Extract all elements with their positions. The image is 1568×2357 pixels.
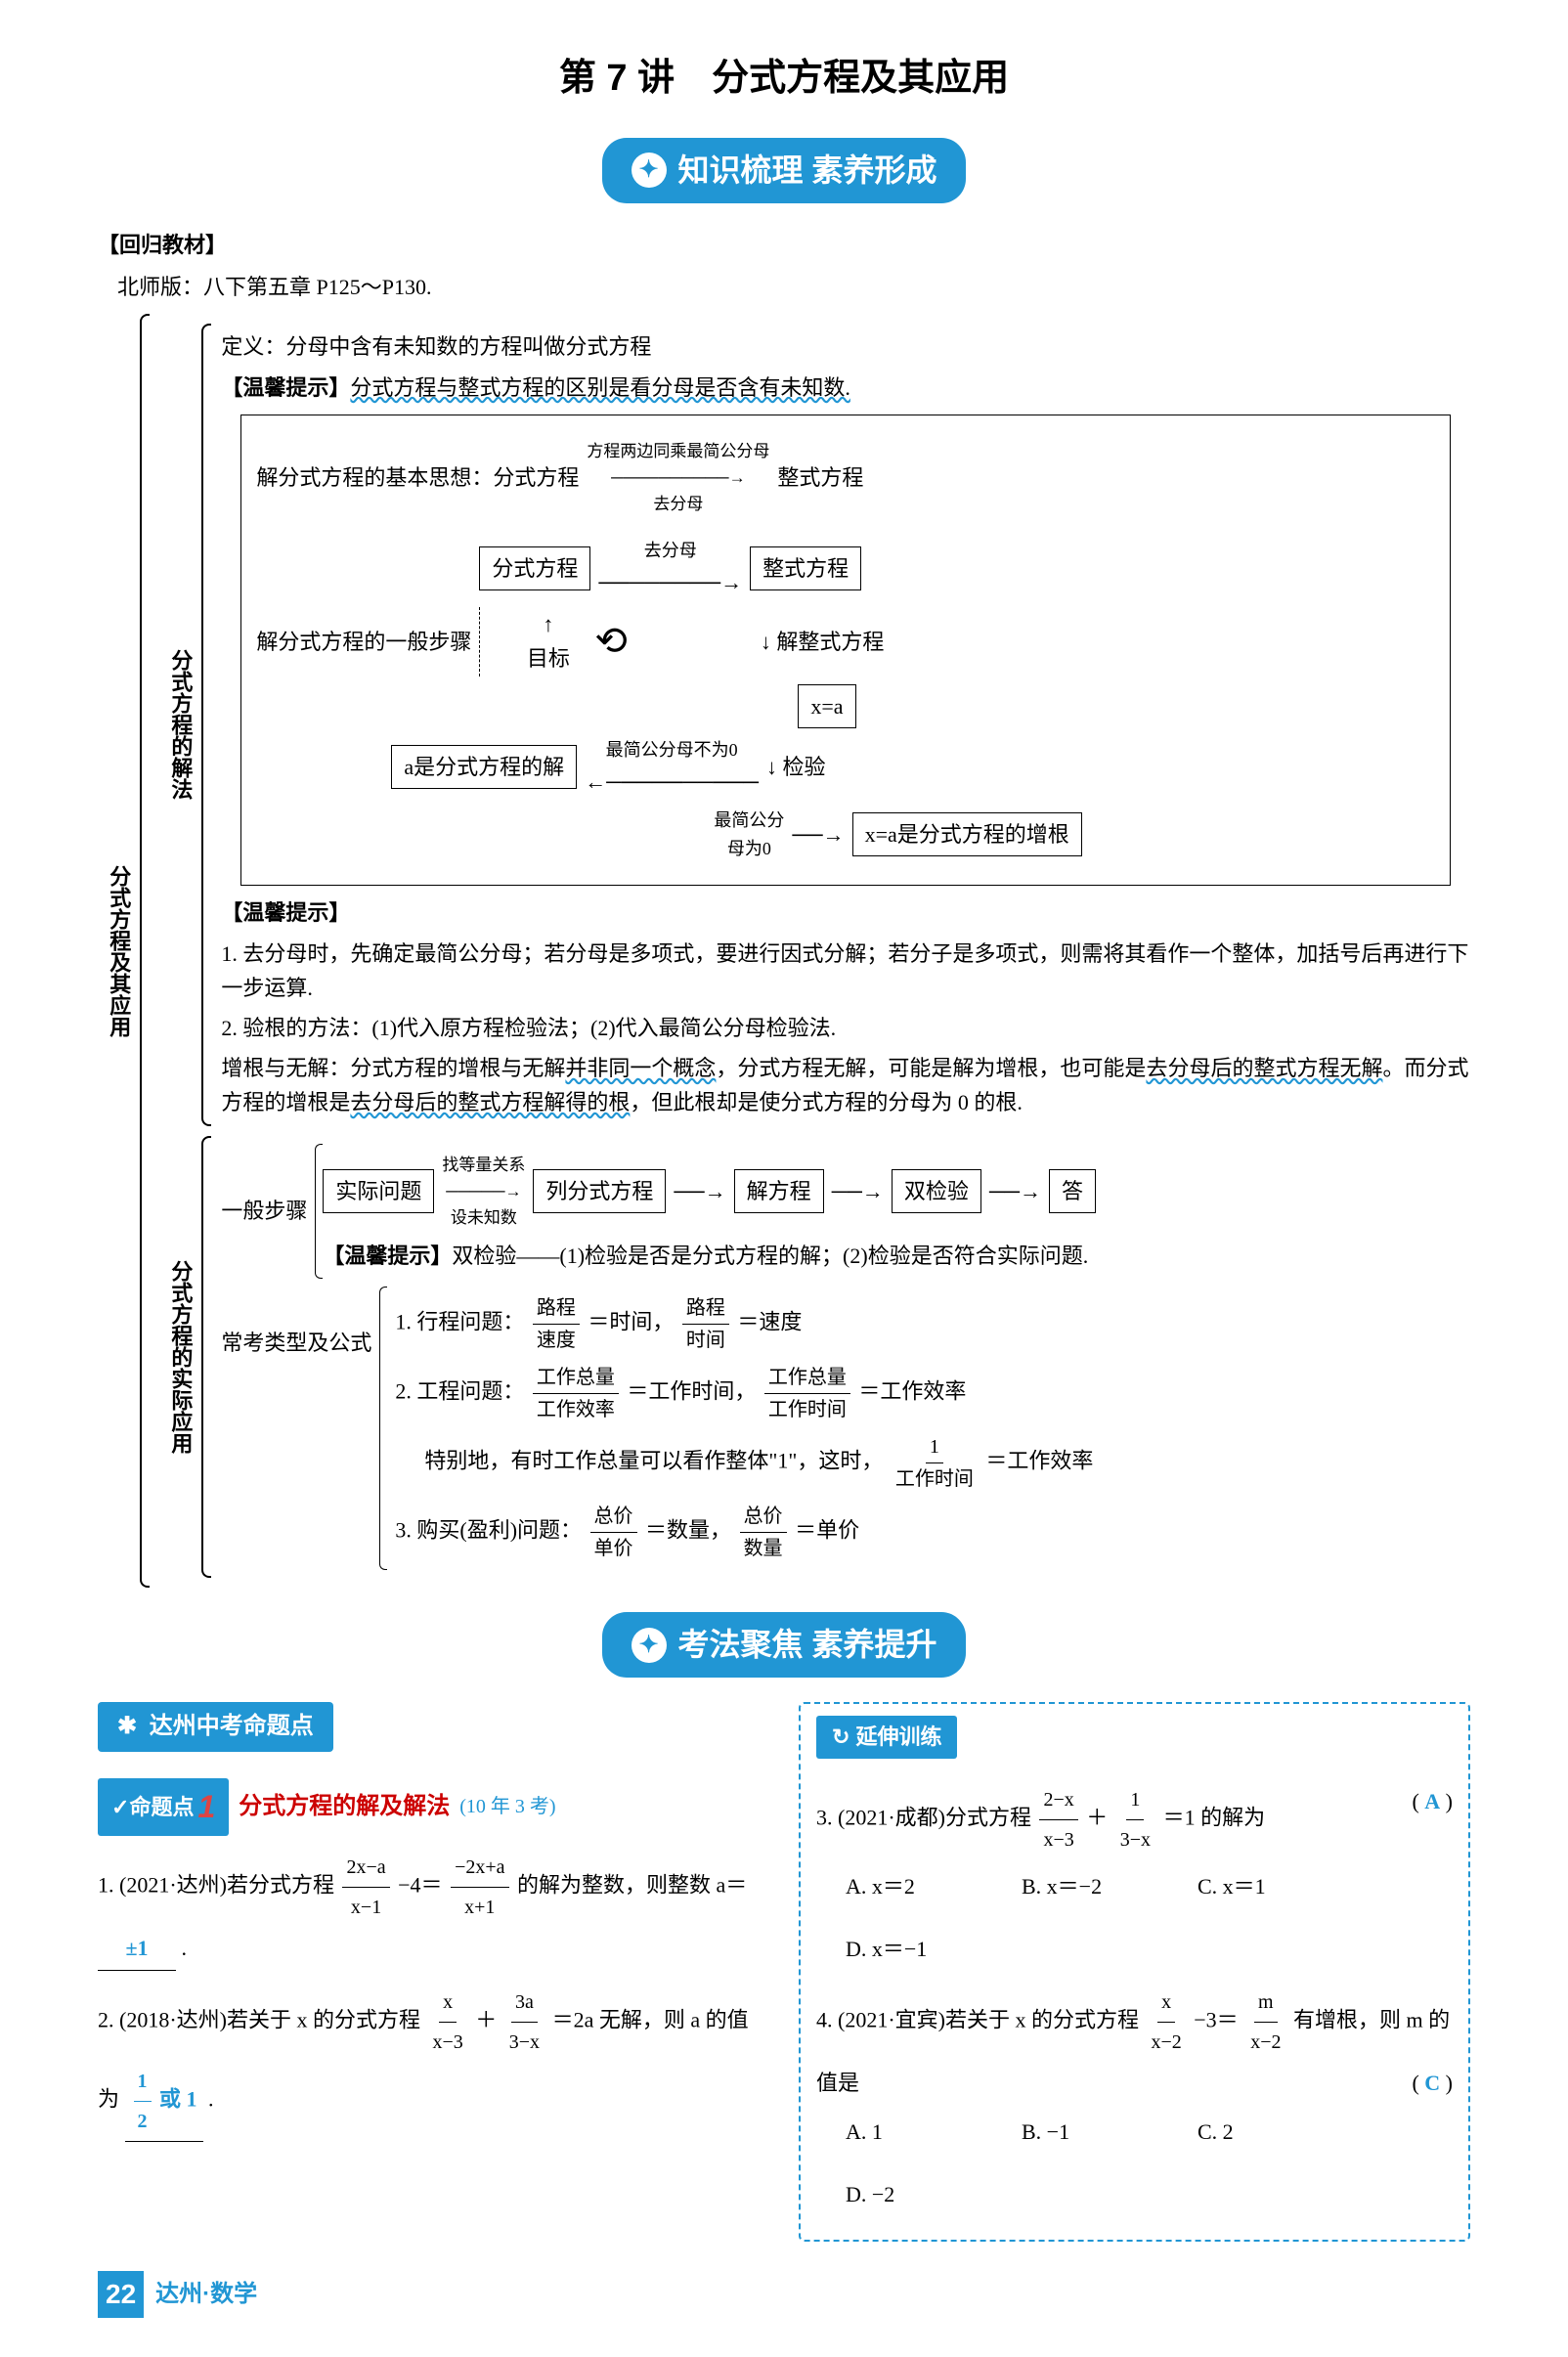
target-label: 目标	[527, 646, 570, 671]
cond-ok: 最简公分母不为0	[606, 736, 738, 764]
q3-optC: C. x＝1	[1198, 1865, 1334, 1908]
steps-label: 解分式方程的一般步骤	[256, 625, 471, 659]
footer-text: 达州·数学	[155, 2276, 257, 2313]
question-1: 1. (2021·达州)若分式方程 2x−ax−1 −4＝ −2x+ax+1 的…	[98, 1848, 769, 1971]
app-box2: 列分式方程	[533, 1169, 666, 1213]
check-label: 检验	[783, 755, 826, 779]
q2-answer: 12 或 1	[125, 2062, 203, 2142]
q1-answer: ±1	[98, 1927, 176, 1971]
step2: 解整式方程	[776, 630, 884, 654]
tip3-label: 【温馨提示】	[323, 1244, 452, 1268]
cond-bad-bottom: 母为0	[727, 835, 771, 863]
q4-optD: D. −2	[846, 2173, 982, 2216]
type3: 3. 购买(盈利)问题： 总价单价 ＝数量， 总价数量 ＝单价	[395, 1501, 1093, 1564]
idea-target: 整式方程	[777, 460, 863, 495]
steps-flow-label: 一般步骤	[221, 1194, 307, 1228]
page-number: 22	[98, 2271, 144, 2319]
flow-diagram: 解分式方程的基本思想：分式方程 方程两边同乘最简公分母 ──────────→ …	[240, 415, 1451, 887]
section-return-header: 【回归教材】	[98, 228, 1470, 262]
mingti-title: 分式方程的解及解法	[239, 1788, 450, 1825]
arrow1-label: 去分母	[644, 537, 697, 565]
types-label: 常考类型及公式	[221, 1287, 371, 1360]
idea-top: 方程两边同乘最简公分母	[587, 438, 769, 464]
tip2-1: 1. 去分母时，先确定最简公分母；若分母是多项式，要进行因式分解；若分子是多项式…	[221, 937, 1470, 1005]
refresh-icon: ↻	[832, 1720, 849, 1754]
main-tree: 分式方程及其应用 分式方程的解法 定义：分母中含有未知数的方程叫做分式方程 【温…	[98, 314, 1470, 1588]
tip1-text: 分式方程与整式方程的区别是看分母是否含有未知数.	[350, 375, 850, 400]
question-2: 2. (2018·达州)若关于 x 的分式方程 xx−3 ＋ 3a3−x ＝2a…	[98, 1983, 769, 2142]
banner2-text: 考法聚焦 素养提升	[678, 1620, 937, 1670]
runner-icon: ✦	[632, 1628, 667, 1663]
q4-optA: A. 1	[846, 2111, 982, 2154]
flow-box2: 整式方程	[750, 546, 861, 590]
pinwheel-icon: ✱	[117, 1708, 137, 1745]
page-footer: 22 达州·数学	[98, 2271, 1470, 2319]
idea-bottom: 去分母	[653, 491, 703, 517]
question-4: 4. (2021·宜宾)若关于 x 的分式方程 xx−2 −3＝ mx−2 有增…	[816, 1983, 1453, 2216]
left-column: ✱ 达州中考命题点 ✓ 命题点 1 分式方程的解及解法 (10 年 3 考) 1…	[98, 1702, 769, 2241]
tip3-text: 双检验——(1)检验是否是分式方程的解；(2)检验是否符合实际问题.	[452, 1244, 1088, 1268]
extend-header: ↻ 延伸训练	[816, 1716, 957, 1758]
right-column: ↻ 延伸训练 3. (2021·成都)分式方程 2−xx−3 ＋ 13−x ＝1…	[799, 1702, 1470, 2241]
type2-special: 特别地，有时工作总量可以看作整体"1"，这时， 1工作时间 ＝工作效率	[395, 1431, 1093, 1495]
q3-optB: B. x＝−2	[1022, 1865, 1158, 1908]
person-icon: ✦	[632, 153, 667, 188]
banner-methods: ✦ 考法聚焦 素养提升	[98, 1612, 1470, 1678]
tip1: 【温馨提示】分式方程与整式方程的区别是看分母是否含有未知数.	[221, 371, 1470, 405]
main-label: 分式方程及其应用	[98, 314, 140, 1588]
cond-bad-top: 最简公分	[714, 807, 784, 835]
q3-answer: A	[1424, 1789, 1440, 1813]
app-box5: 答	[1049, 1169, 1096, 1213]
app-tree: 分式方程的实际应用 一般步骤 实际问题 找等量关系 ─────→	[159, 1136, 1470, 1579]
app-label: 分式方程的实际应用	[159, 1136, 201, 1579]
textbook-ref: 北师版：八下第五章 P125～P130.	[117, 270, 1470, 304]
steps-flow: 一般步骤 实际问题 找等量关系 ─────→ 设未知数	[221, 1144, 1470, 1280]
flow-box1: 分式方程	[479, 546, 590, 590]
q4-optB: B. −1	[1022, 2111, 1158, 2154]
result-bad: x=a是分式方程的增根	[852, 812, 1082, 856]
banner-knowledge: ✦ 知识梳理 素养形成	[98, 138, 1470, 203]
page-title: 第 7 讲 分式方程及其应用	[98, 49, 1470, 109]
zenggen: 增根与无解：分式方程的增根与无解并非同一个概念，分式方程无解，可能是解为增根，也…	[221, 1051, 1470, 1119]
app-box4: 双检验	[892, 1169, 981, 1213]
app-box3: 解方程	[734, 1169, 824, 1213]
tip1-label: 【温馨提示】	[221, 375, 350, 400]
mingti-header: ✓ 命题点 1 分式方程的解及解法 (10 年 3 考)	[98, 1778, 769, 1836]
q3-optA: A. x＝2	[846, 1865, 982, 1908]
types-row: 常考类型及公式 1. 行程问题： 路程速度 ＝时间， 路程时间 ＝速度	[221, 1287, 1470, 1570]
tip2-label: 【温馨提示】	[221, 900, 350, 925]
solve-label: 分式方程的解法	[159, 324, 201, 1125]
q4-optC: C. 2	[1198, 2111, 1334, 2154]
solve-tree: 分式方程的解法 定义：分母中含有未知数的方程叫做分式方程 【温馨提示】分式方程与…	[159, 324, 1470, 1125]
mingti-meta: (10 年 3 考)	[459, 1791, 555, 1822]
app-box1: 实际问题	[323, 1169, 434, 1213]
definition: 定义：分母中含有未知数的方程叫做分式方程	[221, 329, 1470, 364]
basic-idea-label: 解分式方程的基本思想：分式方程	[256, 460, 579, 495]
type2: 2. 工程问题： 工作总量工作效率 ＝工作时间， 工作总量工作时间 ＝工作效率	[395, 1362, 1093, 1425]
flow-box3: x=a	[798, 684, 855, 728]
tip2-2: 2. 验根的方法：(1)代入原方程检验法；(2)代入最简公分母检验法.	[221, 1011, 1470, 1045]
q3-optD: D. x＝−1	[846, 1928, 982, 1971]
type1: 1. 行程问题： 路程速度 ＝时间， 路程时间 ＝速度	[395, 1292, 1093, 1356]
banner1-text: 知识梳理 素养形成	[678, 146, 937, 196]
check-icon: ✓	[111, 1790, 129, 1824]
question-3: 3. (2021·成都)分式方程 2−xx−3 ＋ 13−x ＝1 的解为 ( …	[816, 1780, 1453, 1971]
q4-answer: C	[1424, 2071, 1440, 2095]
two-column-section: ✱ 达州中考命题点 ✓ 命题点 1 分式方程的解及解法 (10 年 3 考) 1…	[98, 1702, 1470, 2241]
dazhou-header: ✱ 达州中考命题点	[98, 1702, 333, 1751]
result-ok: a是分式方程的解	[391, 745, 577, 789]
